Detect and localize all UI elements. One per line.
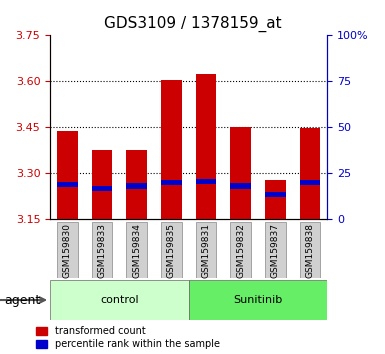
Bar [92, 150, 112, 219]
Bar [92, 186, 112, 191]
Text: agent: agent [4, 293, 40, 307]
Bar [126, 183, 147, 189]
Bar [196, 74, 216, 219]
Text: Sunitinib: Sunitinib [233, 295, 283, 305]
Bar [300, 128, 320, 219]
Text: GSM159837: GSM159837 [271, 223, 280, 278]
Bar [57, 182, 78, 187]
Bar [57, 131, 78, 219]
Text: GSM159831: GSM159831 [201, 223, 211, 278]
FancyBboxPatch shape [189, 280, 327, 320]
Text: GSM159834: GSM159834 [132, 223, 141, 278]
Bar [230, 183, 251, 189]
Text: GSM159832: GSM159832 [236, 223, 245, 278]
Text: GSM159830: GSM159830 [63, 223, 72, 278]
Text: GSM159835: GSM159835 [167, 223, 176, 278]
FancyBboxPatch shape [57, 222, 78, 278]
Bar [161, 80, 182, 219]
FancyBboxPatch shape [230, 222, 251, 278]
FancyBboxPatch shape [126, 222, 147, 278]
Bar [126, 150, 147, 219]
Text: GSM159838: GSM159838 [305, 223, 315, 278]
FancyBboxPatch shape [92, 222, 112, 278]
FancyBboxPatch shape [265, 222, 286, 278]
Bar [230, 127, 251, 219]
FancyBboxPatch shape [196, 222, 216, 278]
FancyBboxPatch shape [161, 222, 182, 278]
Bar [265, 192, 286, 198]
Text: control: control [100, 295, 139, 305]
Legend: transformed count, percentile rank within the sample: transformed count, percentile rank withi… [36, 326, 220, 349]
Bar [300, 179, 320, 185]
Text: GSM159833: GSM159833 [97, 223, 107, 278]
Bar [196, 179, 216, 184]
Bar [161, 179, 182, 185]
FancyBboxPatch shape [300, 222, 320, 278]
Bar [265, 179, 286, 219]
Text: GDS3109 / 1378159_at: GDS3109 / 1378159_at [104, 16, 281, 32]
FancyBboxPatch shape [50, 280, 189, 320]
